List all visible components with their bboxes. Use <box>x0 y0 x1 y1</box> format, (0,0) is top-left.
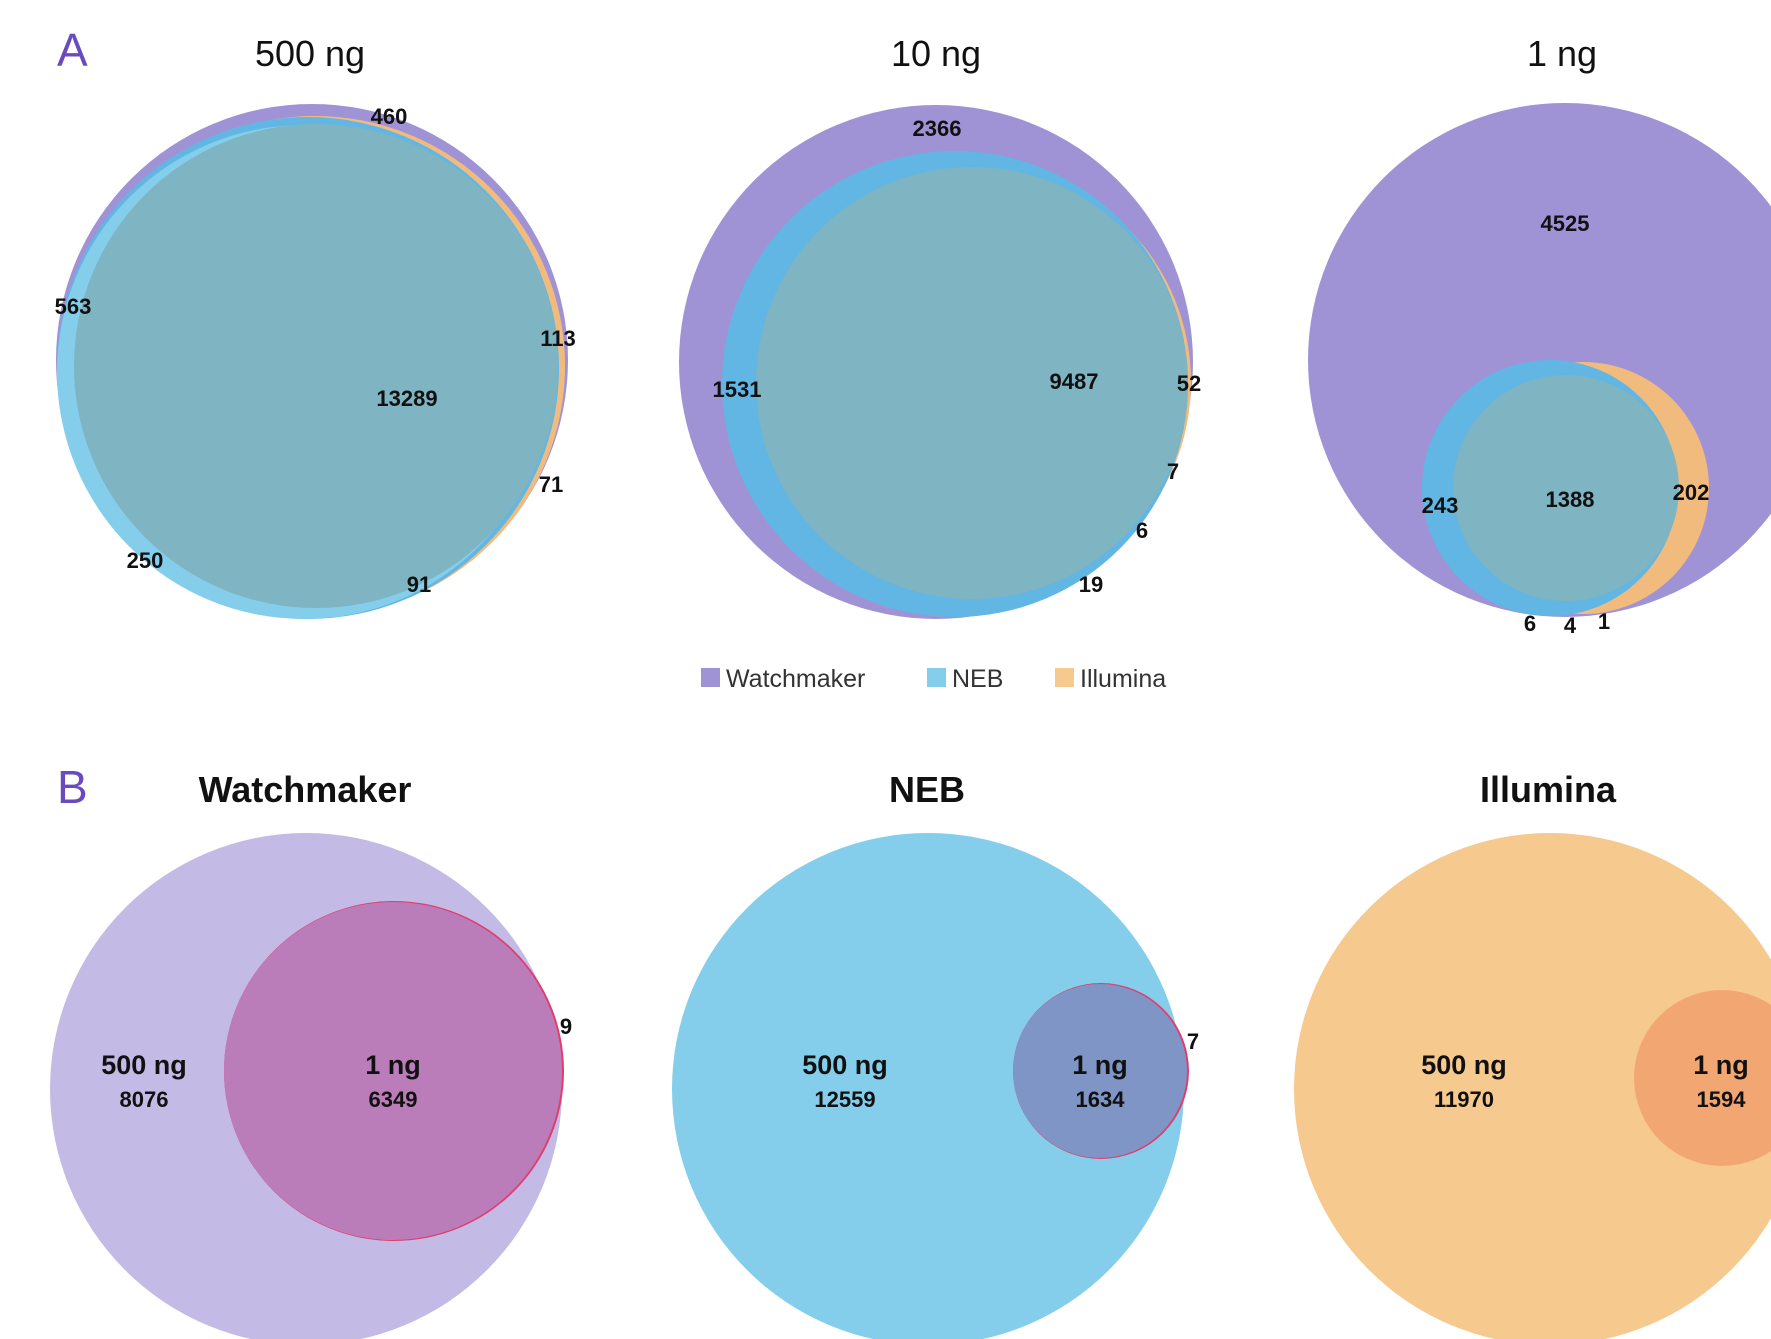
venn-500ng: 460 563 113 13289 71 250 91 <box>55 104 576 619</box>
set-label-1ng: 1 ng <box>1693 1050 1749 1080</box>
count-label: 71 <box>539 472 563 497</box>
venn-illumina: 500 ng 11970 1 ng 1594 <box>1294 833 1771 1339</box>
count-label: 563 <box>55 294 92 319</box>
legend-swatch-watchmaker <box>701 668 720 687</box>
overlap-circle <box>756 167 1188 599</box>
count-label: 7 <box>1187 1029 1199 1054</box>
panel-b-letter: B <box>57 761 88 813</box>
venn-illumina-title: Illumina <box>1480 769 1617 810</box>
count-label: 202 <box>1673 480 1710 505</box>
count-label: 8076 <box>120 1087 169 1112</box>
watchmaker-1ng-circle <box>224 902 562 1240</box>
count-label: 7 <box>1167 459 1179 484</box>
count-label: 6 <box>1136 518 1148 543</box>
count-label: 9 <box>560 1014 572 1039</box>
legend: Watchmaker NEB Illumina <box>701 665 1166 693</box>
count-label: 52 <box>1177 371 1201 396</box>
count-label: 250 <box>127 548 164 573</box>
legend-label-illumina: Illumina <box>1080 665 1166 693</box>
legend-swatch-illumina <box>1055 668 1074 687</box>
set-label-500ng: 500 ng <box>101 1050 187 1080</box>
venn-1ng: 4525 243 1388 202 6 4 1 <box>1308 103 1771 638</box>
count-label: 113 <box>540 326 576 351</box>
count-label: 6349 <box>369 1087 418 1112</box>
neb-500ng-circle <box>672 833 1184 1339</box>
count-label: 2366 <box>913 116 962 141</box>
count-label: 9487 <box>1050 369 1099 394</box>
overlap-circle <box>74 124 558 608</box>
count-label: 1388 <box>1546 487 1595 512</box>
set-label-1ng: 1 ng <box>1072 1050 1128 1080</box>
set-label-1ng: 1 ng <box>365 1050 421 1080</box>
count-label: 1594 <box>1697 1087 1747 1112</box>
count-label: 13289 <box>376 386 437 411</box>
venn-watchmaker: 500 ng 8076 1 ng 6349 9 <box>50 833 572 1339</box>
legend-label-watchmaker: Watchmaker <box>726 665 865 693</box>
count-label: 6 <box>1524 611 1536 636</box>
venn-neb: 500 ng 12559 1 ng 1634 7 <box>672 833 1199 1339</box>
legend-label-neb: NEB <box>952 665 1003 693</box>
count-label: 1 <box>1598 609 1610 634</box>
count-label: 460 <box>371 104 408 129</box>
count-label: 19 <box>1079 572 1103 597</box>
count-label: 1531 <box>713 377 762 402</box>
overlap-circle <box>1453 375 1679 601</box>
count-label: 1634 <box>1076 1087 1126 1112</box>
count-label: 4525 <box>1541 211 1590 236</box>
count-label: 243 <box>1422 493 1459 518</box>
venn-watchmaker-title: Watchmaker <box>199 769 412 810</box>
neb-1ng-circle <box>1013 984 1187 1158</box>
count-label: 12559 <box>814 1087 875 1112</box>
venn-500ng-title: 500 ng <box>255 33 365 74</box>
set-label-500ng: 500 ng <box>802 1050 888 1080</box>
count-label: 11970 <box>1434 1087 1494 1112</box>
venn-10ng-title: 10 ng <box>891 33 981 74</box>
venn-neb-title: NEB <box>889 769 965 810</box>
venn-10ng: 2366 1531 9487 52 7 6 19 <box>679 105 1201 619</box>
count-label: 91 <box>407 572 431 597</box>
set-label-500ng: 500 ng <box>1421 1050 1507 1080</box>
count-label: 4 <box>1564 613 1577 638</box>
panel-a-letter: A <box>57 24 88 76</box>
venn-1ng-title: 1 ng <box>1527 33 1597 74</box>
illumina-500ng-circle <box>1294 833 1771 1339</box>
illumina-1ng-circle <box>1634 990 1771 1166</box>
legend-swatch-neb <box>927 668 946 687</box>
